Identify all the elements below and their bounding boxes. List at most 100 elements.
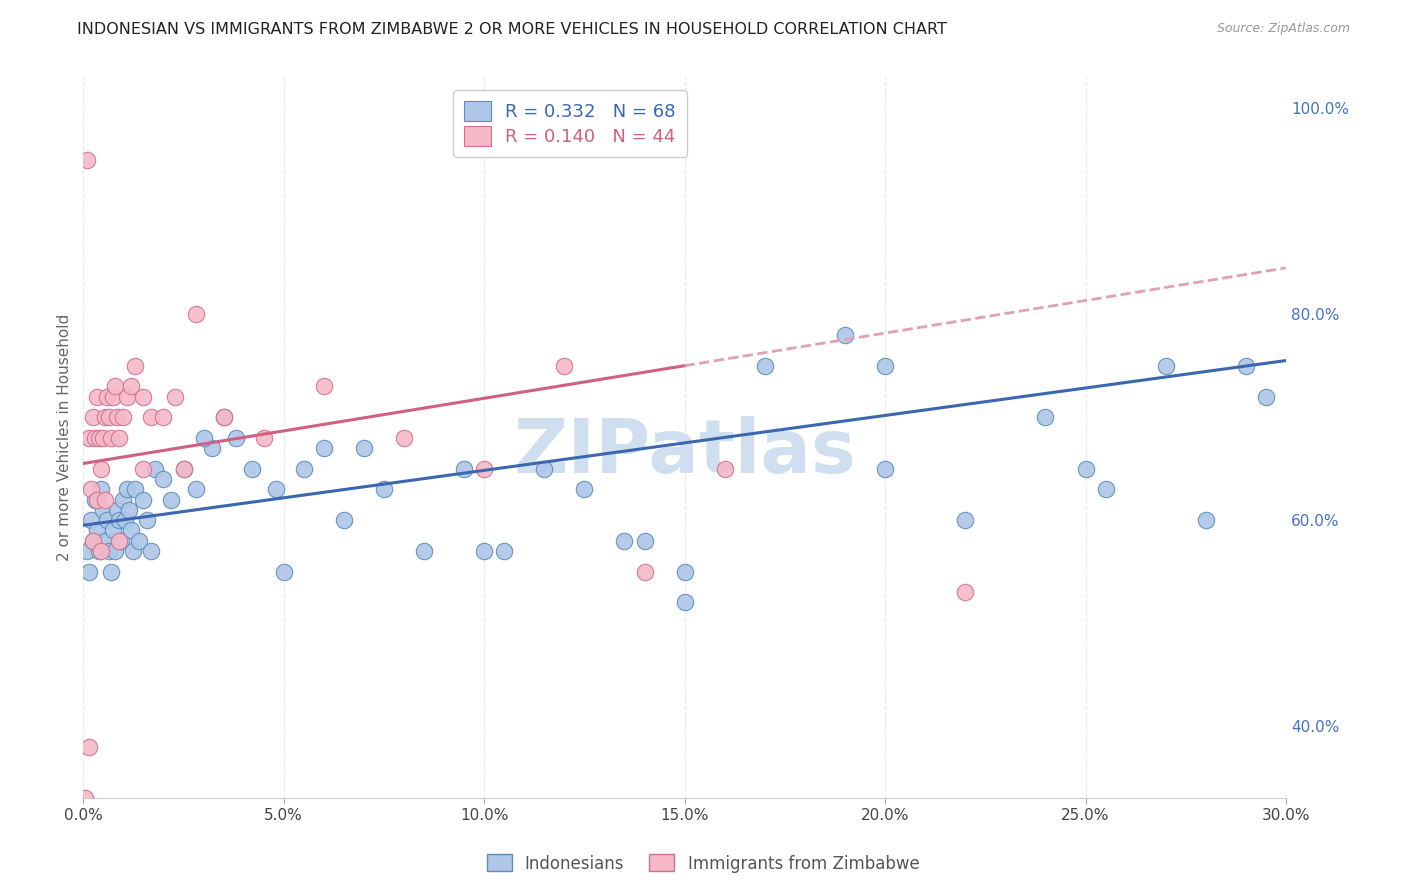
Point [112,410,135,425]
Point [100,565,122,579]
Point [553,359,575,373]
Point [94,492,117,507]
Point [118,503,141,517]
Point [145,461,167,475]
Point [312,379,335,393]
Point [120,524,142,538]
Point [103,524,125,538]
Point [112,492,135,507]
Point [103,390,125,404]
Point [128,533,150,548]
Point [91,503,114,517]
Point [141,544,163,558]
Point [1234,359,1257,373]
Point [292,461,315,475]
Point [200,441,222,455]
Point [108,533,131,548]
Point [90,544,112,558]
Point [80,482,103,496]
Point [100,431,122,445]
Point [212,410,235,425]
Point [1154,359,1177,373]
Point [124,359,146,373]
Point [673,595,696,609]
Point [91,431,114,445]
Point [80,513,103,527]
Point [114,513,136,527]
Point [86,492,108,507]
Point [264,482,287,496]
Point [160,492,183,507]
Point [212,410,235,425]
Point [86,390,108,404]
Point [120,379,142,393]
Point [90,461,112,475]
Point [1094,482,1116,496]
Point [713,461,735,475]
Point [90,482,112,496]
Point [353,441,375,455]
Point [333,513,356,527]
Point [84,492,107,507]
Point [834,327,856,342]
Point [673,565,696,579]
Text: INDONESIAN VS IMMIGRANTS FROM ZIMBABWE 2 OR MORE VEHICLES IN HOUSEHOLD CORRELATI: INDONESIAN VS IMMIGRANTS FROM ZIMBABWE 2… [77,22,948,37]
Point [173,461,195,475]
Point [240,461,263,475]
Point [1074,461,1097,475]
Point [82,410,104,425]
Point [89,544,111,558]
Point [184,307,207,321]
Point [76,153,98,167]
Y-axis label: 2 or more Vehicles in Household: 2 or more Vehicles in Household [58,314,72,561]
Point [152,410,174,425]
Point [98,410,121,425]
Text: ZIPatlas: ZIPatlas [513,416,856,489]
Point [873,461,896,475]
Point [754,359,776,373]
Point [152,472,174,486]
Point [413,544,436,558]
Point [136,513,159,527]
Point [633,565,655,579]
Point [633,533,655,548]
Point [132,492,155,507]
Point [273,565,295,579]
Point [79,431,101,445]
Point [75,791,97,805]
Point [96,513,118,527]
Point [122,544,145,558]
Point [1254,390,1277,404]
Point [184,482,207,496]
Point [94,533,117,548]
Point [165,390,187,404]
Point [104,379,127,393]
Point [82,533,104,548]
Point [94,410,117,425]
Point [105,503,128,517]
Point [108,513,131,527]
Point [533,461,555,475]
Point [108,431,131,445]
Point [453,461,475,475]
Point [132,390,155,404]
Point [141,410,163,425]
Point [574,482,596,496]
Point [494,544,516,558]
Point [312,441,335,455]
Point [225,431,247,445]
Point [392,431,415,445]
Point [193,431,215,445]
Point [1035,410,1057,425]
Point [79,739,101,754]
Point [79,565,101,579]
Point [955,513,977,527]
Point [124,482,146,496]
Point [117,482,139,496]
Point [132,461,155,475]
Legend: R = 0.332   N = 68, R = 0.140   N = 44: R = 0.332 N = 68, R = 0.140 N = 44 [453,90,686,157]
Point [955,585,977,599]
Point [472,544,495,558]
Legend: Indonesians, Immigrants from Zimbabwe: Indonesians, Immigrants from Zimbabwe [479,847,927,880]
Point [86,524,108,538]
